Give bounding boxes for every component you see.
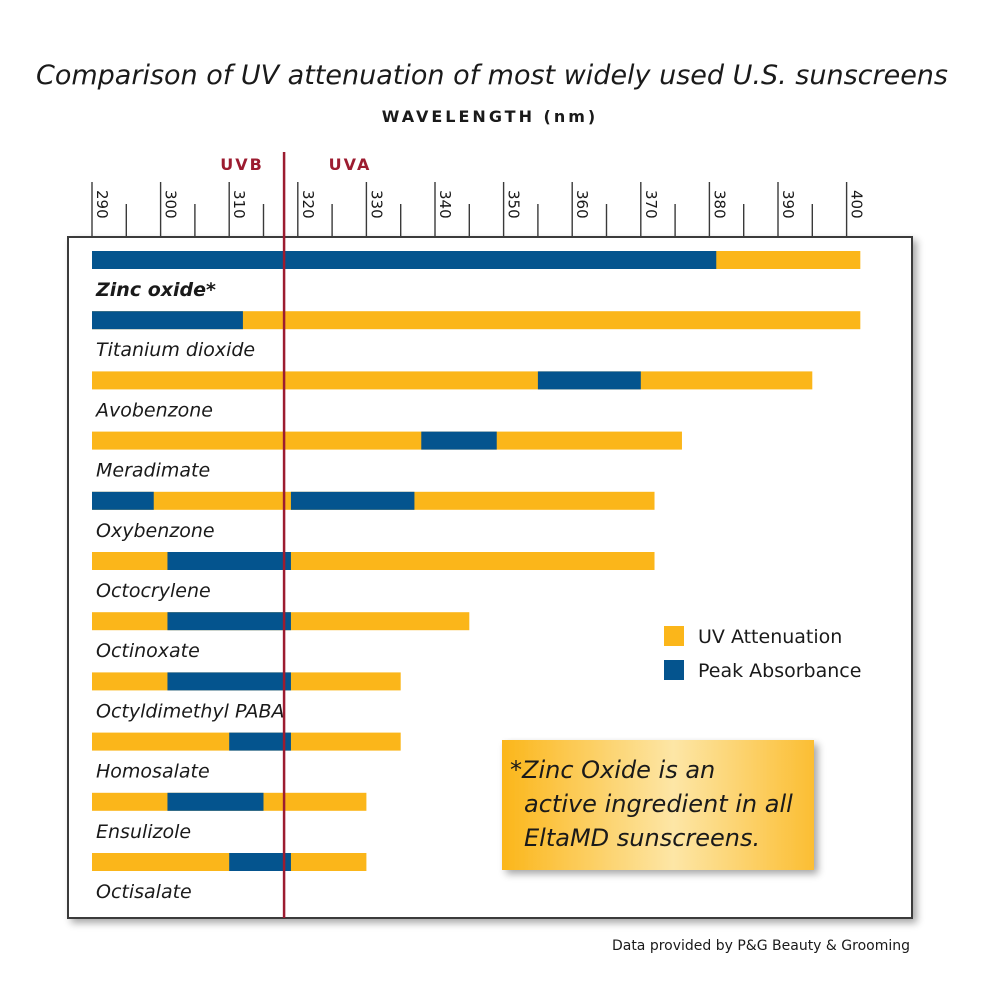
note-line-3: EltaMD sunscreens. (524, 824, 760, 852)
x-tick-label: 330 (367, 190, 385, 219)
bars (92, 251, 861, 871)
note-line-2: active ingredient in all (524, 790, 793, 818)
note-background (502, 740, 814, 870)
bar-peak-absorbance (92, 311, 243, 330)
legend-label-uv-attenuation: UV Attenuation (698, 626, 842, 648)
x-tick-label: 300 (162, 190, 180, 219)
x-tick-label: 310 (230, 190, 248, 219)
chart-title: Comparison of UV attenuation of most wid… (36, 60, 948, 91)
category-label: Ensulizole (96, 821, 191, 843)
x-axis-ticks: 290 300 310 320 330 340 350 360 370 380 390 400 (91, 182, 866, 237)
legend-swatch-uv-attenuation (664, 626, 684, 646)
x-tick-label: 350 (505, 190, 523, 219)
category-label: Oxybenzone (96, 520, 215, 542)
note-line-1: *Zinc Oxide is an (510, 756, 715, 784)
bar-peak-absorbance (167, 552, 291, 570)
x-tick-label: 400 (848, 190, 866, 219)
category-labels: Zinc oxide* Titanium dioxide Avobenzone Mer… (94, 279, 285, 903)
bar-peak-absorbance (421, 431, 497, 450)
category-label: Octinoxate (96, 640, 200, 662)
bar-peak-absorbance (92, 251, 717, 269)
x-tick-label: 360 (573, 190, 591, 219)
category-label: Octyldimethyl PABA (96, 700, 285, 722)
category-label: Meradimate (96, 460, 210, 482)
zinc-oxide-note: *Zinc Oxide is an active ingredient in a… (502, 740, 814, 870)
bar-peak-absorbance (167, 792, 264, 811)
category-label: Homosalate (96, 761, 210, 783)
bar-peak-absorbance (92, 491, 154, 510)
x-tick-label: 340 (436, 190, 454, 219)
bar-uv-attenuation (92, 371, 813, 390)
bar-peak-absorbance (229, 853, 291, 871)
category-label: Octocrylene (96, 580, 211, 602)
bar-uv-attenuation (92, 431, 682, 450)
x-tick-label: 320 (299, 190, 317, 219)
x-axis-title: WAVELENGTH (nm) (382, 107, 598, 126)
uva-band-label: UVA (329, 155, 372, 174)
category-label: Avobenzone (94, 399, 213, 421)
x-tick-label: 390 (779, 190, 797, 219)
x-tick-label: 370 (642, 190, 660, 219)
x-tick-label: 290 (93, 190, 111, 219)
legend-swatch-peak-absorbance (664, 660, 684, 680)
bar-peak-absorbance (290, 491, 415, 510)
uvb-band-label: UVB (220, 155, 264, 174)
bar-peak-absorbance (167, 612, 291, 631)
category-label: Zinc oxide* (95, 279, 216, 301)
bar-peak-absorbance (167, 672, 291, 691)
data-source-note: Data provided by P&G Beauty & Grooming (612, 938, 910, 954)
legend: UV Attenuation Peak Absorbance (664, 626, 861, 682)
legend-label-peak-absorbance: Peak Absorbance (698, 660, 861, 682)
bar-peak-absorbance (537, 371, 641, 390)
x-tick-label: 380 (710, 190, 728, 219)
bar-peak-absorbance (229, 732, 291, 751)
category-label: Octisalate (96, 881, 192, 903)
category-label: Titanium dioxide (96, 339, 255, 361)
